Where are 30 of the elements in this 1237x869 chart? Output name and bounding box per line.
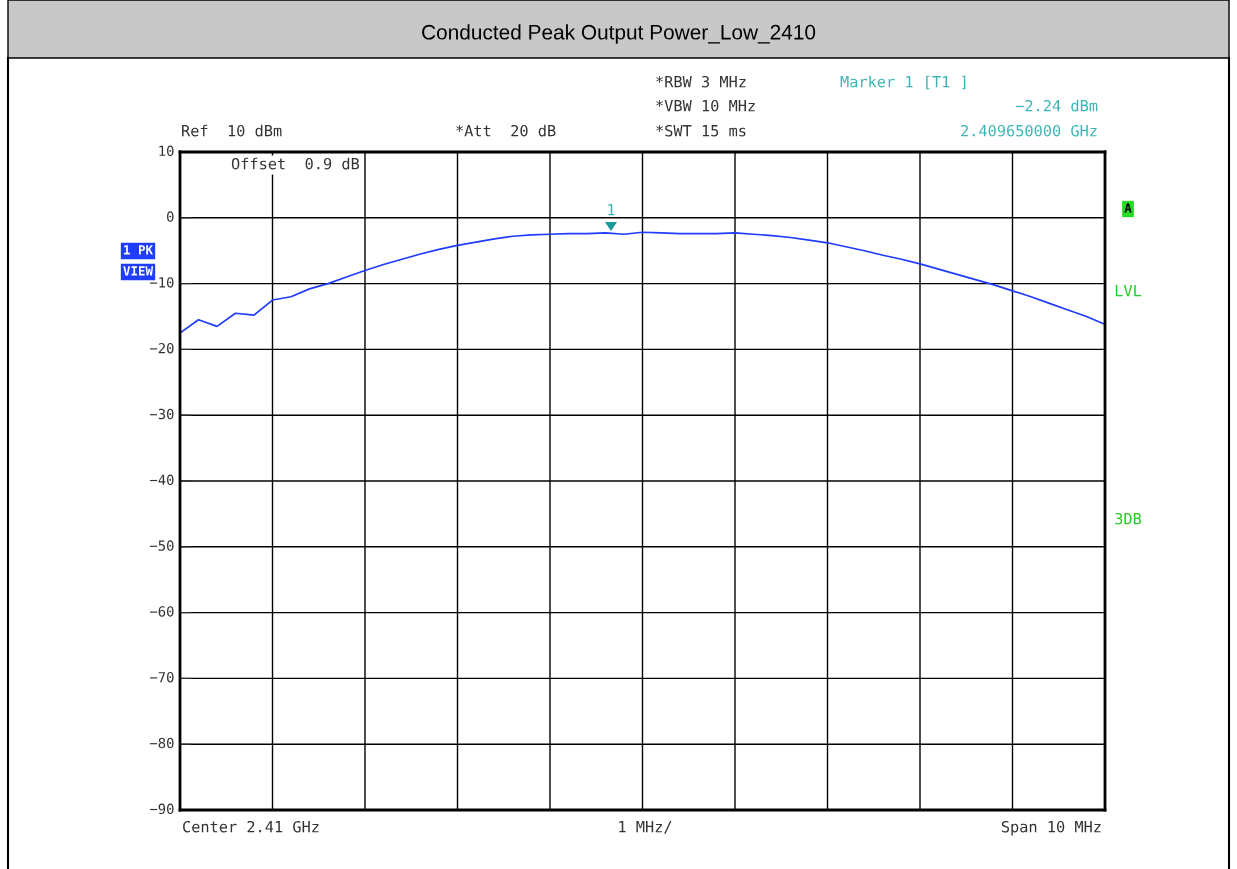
y-tick-label: −70 xyxy=(149,671,174,683)
text: −2.24 dBm xyxy=(1015,99,1098,112)
text: *RBW 3 MHz xyxy=(656,75,746,88)
y-tick-label: −80 xyxy=(149,737,174,749)
text: VIEW xyxy=(123,266,154,276)
annotation: 1 xyxy=(608,204,615,216)
annotation: Offset 0.9 dB xyxy=(231,157,360,170)
text: 3DB xyxy=(1115,512,1142,525)
y-tick-label: 10 xyxy=(159,145,174,157)
y-tick-label: −90 xyxy=(149,803,174,815)
text: 1 PK xyxy=(124,245,153,255)
chart-title: Conducted Peak Output Power_Low_2410 xyxy=(422,24,816,44)
text: *VBW 10 MHz xyxy=(656,99,755,112)
text: Ref 10 dBm xyxy=(182,124,282,137)
text: 2.409650000 GHz xyxy=(961,124,1097,137)
text: *SWT 15 ms xyxy=(656,124,746,137)
text: Marker 1 [T1 ] xyxy=(840,75,966,90)
text: *Att 20 dB xyxy=(456,124,556,137)
y-tick-label: −40 xyxy=(149,474,174,486)
y-tick-label: −20 xyxy=(149,342,174,354)
text: LVL xyxy=(1115,285,1142,297)
text: Span 10 MHz xyxy=(1001,820,1101,836)
y-tick-label: −60 xyxy=(149,606,174,617)
y-tick-label: −30 xyxy=(149,408,174,420)
text: A xyxy=(1124,203,1132,213)
y-tick-label: −50 xyxy=(149,540,174,551)
text: 1 MHz/ xyxy=(619,821,672,834)
text: Center 2.41 GHz xyxy=(183,820,319,833)
y-tick-label: 0 xyxy=(166,211,174,222)
y-tick-label: −10 xyxy=(149,277,174,288)
